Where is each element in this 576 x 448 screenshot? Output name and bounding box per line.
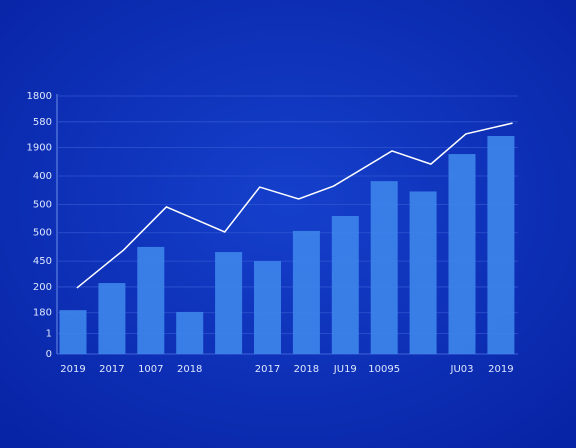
x-tick-label: 2017: [255, 364, 280, 375]
y-tick-label: 1900: [27, 143, 52, 154]
x-tick-label: 2017: [99, 364, 124, 375]
bar: [98, 283, 126, 354]
bar: [331, 215, 359, 354]
x-tick-label: JU19: [333, 364, 357, 375]
y-tick-label: 500: [33, 228, 52, 239]
x-tick-label: 2019: [60, 364, 85, 375]
bar: [487, 135, 515, 354]
x-tick-label: 2018: [294, 364, 319, 375]
bar: [448, 154, 476, 354]
y-tick-label: 1800: [27, 91, 52, 102]
bar: [59, 310, 87, 354]
bar: [215, 252, 243, 354]
bar: [137, 246, 165, 354]
bar: [254, 261, 281, 354]
x-tick-label: 1007: [138, 364, 163, 375]
y-tick-label: 0: [46, 349, 52, 360]
y-tick-label: 450: [33, 256, 52, 267]
bar: [292, 230, 320, 354]
y-tick-label: 1: [46, 328, 52, 339]
x-tick-label: 2018: [177, 364, 202, 375]
y-tick-label: 500: [33, 199, 52, 210]
trend-line: [76, 122, 513, 289]
x-tick-label: 10095: [368, 364, 400, 375]
y-tick-label: 400: [33, 171, 52, 182]
y-tick-label: 200: [33, 282, 52, 293]
bar: [176, 311, 204, 354]
x-tick-label: JU03: [450, 364, 474, 375]
x-tick-label: 2019: [488, 364, 513, 375]
bar: [370, 181, 398, 354]
y-tick-label: 180: [33, 308, 52, 319]
y-tick-label: 580: [33, 117, 52, 128]
bar: [409, 191, 437, 354]
